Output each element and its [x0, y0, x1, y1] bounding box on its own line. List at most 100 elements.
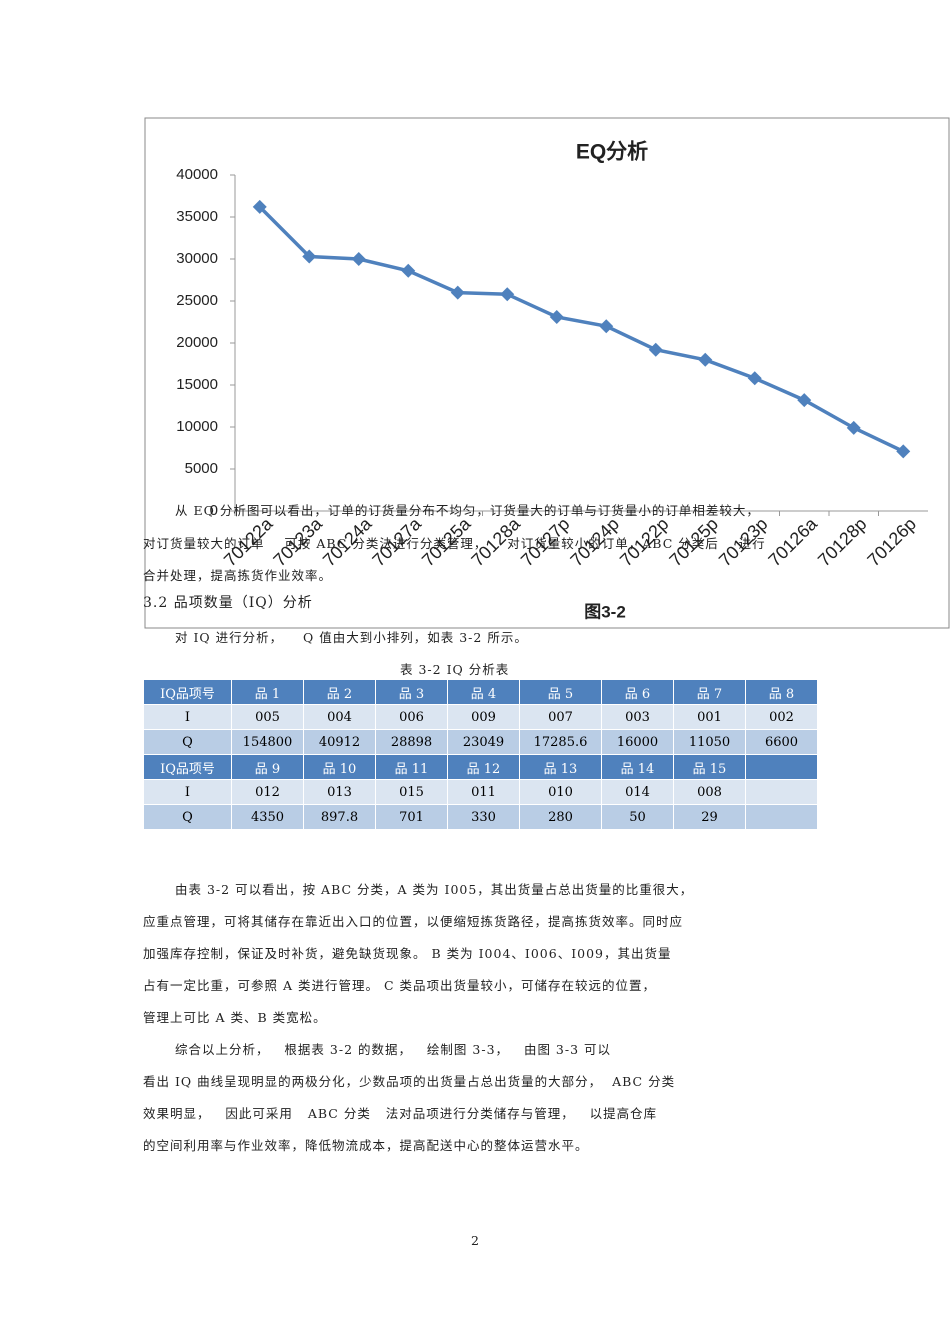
table-cell: 006: [375, 704, 448, 730]
data-point: [401, 263, 416, 278]
table-cell: 28898: [375, 729, 448, 755]
table-cell: 11050: [673, 729, 746, 755]
data-point: [747, 371, 762, 386]
table-cell: 品 8: [745, 679, 818, 705]
table-cell: 40912: [303, 729, 376, 755]
table-cell: 003: [601, 704, 674, 730]
table-cell: 品 10: [303, 754, 376, 780]
table-cell: 品 2: [303, 679, 376, 705]
table-cell: 154800: [231, 729, 304, 755]
section-heading: 3.2 品项数量（IQ）分析: [143, 595, 313, 611]
y-tick-label: 0: [210, 502, 218, 519]
y-tick-label: 10000: [176, 418, 218, 435]
table-cell: I: [143, 779, 232, 805]
table-cell: 29: [673, 804, 746, 830]
table-cell: 009: [447, 704, 520, 730]
table-cell: 001: [673, 704, 746, 730]
data-point: [549, 309, 564, 324]
page-number: 2: [471, 1233, 480, 1248]
table-cell: 品 3: [375, 679, 448, 705]
y-tick-label: 30000: [176, 250, 218, 267]
table-cell: 002: [745, 704, 818, 730]
table-cell: 010: [519, 779, 602, 805]
table-cell: 品 13: [519, 754, 602, 780]
table-cell: 品 1: [231, 679, 304, 705]
table-cell: 011: [447, 779, 520, 805]
text-line: 对订货量较大的订单 可按 ABC 分类法进行分类管理， 对订货量较小的订单，AB…: [143, 536, 766, 551]
table-cell: 品 6: [601, 679, 674, 705]
data-point: [450, 285, 465, 300]
table-cell: Q: [143, 729, 232, 755]
table-cell: 品 5: [519, 679, 602, 705]
table-cell: 005: [231, 704, 304, 730]
table-cell: 品 9: [231, 754, 304, 780]
y-tick-label: 35000: [176, 208, 218, 225]
text-line: 加强库存控制，保证及时补货，避免缺货现象。 B 类为 I004、I006、I00…: [143, 946, 672, 961]
data-point: [599, 319, 614, 334]
table-cell: 品 4: [447, 679, 520, 705]
table-cell: 004: [303, 704, 376, 730]
data-point: [846, 420, 861, 435]
y-tick-label: 40000: [176, 166, 218, 183]
table-cell: 4350: [231, 804, 304, 830]
chart-frame: [144, 117, 950, 629]
table-row: Q 4350 897.8 701 330 280 50 29: [143, 804, 818, 830]
text-line: 应重点管理，可将其储存在靠近出入口的位置，以便缩短拣货路径，提高拣货效率。同时应: [143, 914, 684, 929]
data-point: [500, 287, 515, 302]
table-cell: [745, 754, 818, 780]
y-tick-label: 5000: [185, 460, 218, 477]
data-point: [252, 199, 267, 214]
data-point: [302, 249, 317, 264]
data-line: [258, 205, 905, 453]
table-cell: 015: [375, 779, 448, 805]
table-row: I 005 004 006 009 007 003 001 002: [143, 704, 818, 730]
y-tick-label: 15000: [176, 376, 218, 393]
table-cell: 23049: [447, 729, 520, 755]
table-cell: IQ品项号: [143, 679, 232, 705]
table-cell: 897.8: [303, 804, 376, 830]
y-tick-label: 25000: [176, 292, 218, 309]
table-cell: [745, 804, 818, 830]
table-cell: IQ品项号: [143, 754, 232, 780]
table-cell: 701: [375, 804, 448, 830]
table-cell: 品 11: [375, 754, 448, 780]
text-line: 的空间利用率与作业效率，降低物流成本，提高配送中心的整体运营水平。: [143, 1138, 589, 1153]
table-cell: 品 7: [673, 679, 746, 705]
data-point: [797, 393, 812, 408]
text-line: 看出 IQ 曲线呈现明显的两极分化，少数品项的出货量占总出货量的大部分， ABC…: [143, 1074, 676, 1089]
table-cell: I: [143, 704, 232, 730]
data-point: [351, 252, 366, 266]
table-cell: 品 12: [447, 754, 520, 780]
y-tick-label: 20000: [176, 334, 218, 351]
chart-title: EQ分析: [576, 140, 648, 164]
table-cell: 014: [601, 779, 674, 805]
figure-label: 图3-2: [584, 602, 626, 621]
table-cell: 品 15: [673, 754, 746, 780]
table-cell: 280: [519, 804, 602, 830]
text-line: 管理上可比 A 类、B 类宽松。: [143, 1010, 327, 1025]
table-cell: 013: [303, 779, 376, 805]
text-line: 效果明显， 因此可采用 ABC 分类 法对品项进行分类储存与管理， 以提高仓库: [143, 1106, 658, 1121]
text-line: 对 IQ 进行分析， Q 值由大到小排列，如表 3-2 所示。: [175, 630, 528, 645]
table-cell: 16000: [601, 729, 674, 755]
text-line: 由表 3-2 可以看出，按 ABC 分类，A 类为 I005，其出货量占总出货量…: [175, 882, 694, 897]
chart: EQ分析 图3-2 0 5000 10000 15000 20000 25000 30000…: [144, 117, 950, 629]
table-cell: 008: [673, 779, 746, 805]
table-cell: 50: [601, 804, 674, 830]
table-cell: 007: [519, 704, 602, 730]
table-cell: 品 14: [601, 754, 674, 780]
table-cell: [745, 779, 818, 805]
table-caption: 表 3-2 IQ 分析表: [400, 662, 510, 677]
table-cell: 6600: [745, 729, 818, 755]
table-row: I 012 013 015 011 010 014 008: [143, 779, 818, 805]
text-line: 合并处理，提高拣货作业效率。: [143, 568, 333, 583]
text-line: 占有一定比重，可参照 A 类进行管理。 C 类品项出货量较小，可储存在较远的位置…: [143, 978, 656, 993]
data-point: [896, 444, 911, 459]
table-cell: 17285.6: [519, 729, 602, 755]
table-row: Q 154800 40912 28898 23049 17285.6 16000 11050 6…: [143, 729, 818, 755]
text-line: 综合以上分析， 根据表 3-2 的数据， 绘制图 3-3， 由图 3-3 可以: [175, 1042, 612, 1057]
